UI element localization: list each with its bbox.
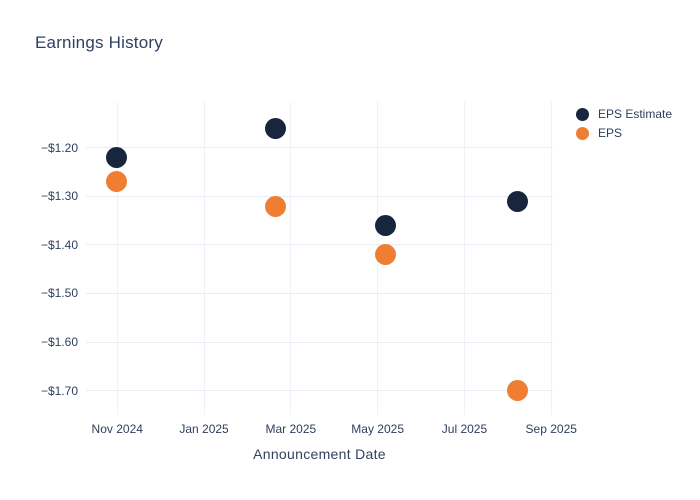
y-tick-label: −$1.20 [40, 140, 78, 155]
legend: EPS Estimate EPS [576, 108, 672, 140]
y-tick-label: −$1.40 [40, 237, 78, 252]
eps-estimate-legend-marker-icon [576, 108, 589, 121]
eps-point[interactable] [105, 171, 127, 193]
eps-estimate-point[interactable] [375, 215, 397, 237]
x-tick-label: Sep 2025 [525, 422, 577, 436]
y-gridline [86, 341, 553, 343]
legend-item-eps[interactable]: EPS [576, 127, 672, 140]
y-gridline [86, 244, 553, 246]
eps-legend-marker-icon [576, 127, 589, 140]
eps-estimate-point[interactable] [265, 118, 287, 140]
y-gridline [86, 147, 553, 149]
eps-estimate-point[interactable] [105, 147, 127, 169]
eps-point[interactable] [507, 380, 529, 401]
legend-label-eps: EPS [598, 126, 623, 140]
x-gridline [550, 102, 552, 415]
eps-point[interactable] [265, 195, 287, 217]
chart-title: Earnings History [35, 33, 163, 52]
y-gridline [86, 195, 553, 197]
eps-estimate-point[interactable] [507, 190, 529, 212]
x-gridline [290, 102, 292, 415]
legend-label-eps-estimate: EPS Estimate [598, 107, 673, 121]
x-gridline [116, 102, 118, 415]
y-tick-label: −$1.60 [40, 335, 78, 349]
y-gridline [86, 292, 553, 294]
y-tick-label: −$1.70 [40, 383, 78, 398]
x-tick-label: May 2025 [351, 422, 404, 436]
x-tick-label: Nov 2024 [91, 422, 143, 436]
legend-item-eps-estimate[interactable]: EPS Estimate [576, 108, 672, 121]
x-gridline [203, 102, 205, 415]
x-tick-label: Jan 2025 [179, 422, 229, 436]
x-tick-label: Mar 2025 [265, 422, 317, 436]
eps-point[interactable] [375, 244, 397, 266]
y-gridline [86, 390, 553, 391]
x-axis-title: Announcement Date [253, 446, 386, 462]
x-tick-label: Jul 2025 [441, 422, 488, 436]
y-tick-label: −$1.30 [40, 189, 78, 204]
y-tick-label: −$1.50 [40, 286, 78, 301]
x-gridline [463, 102, 465, 415]
